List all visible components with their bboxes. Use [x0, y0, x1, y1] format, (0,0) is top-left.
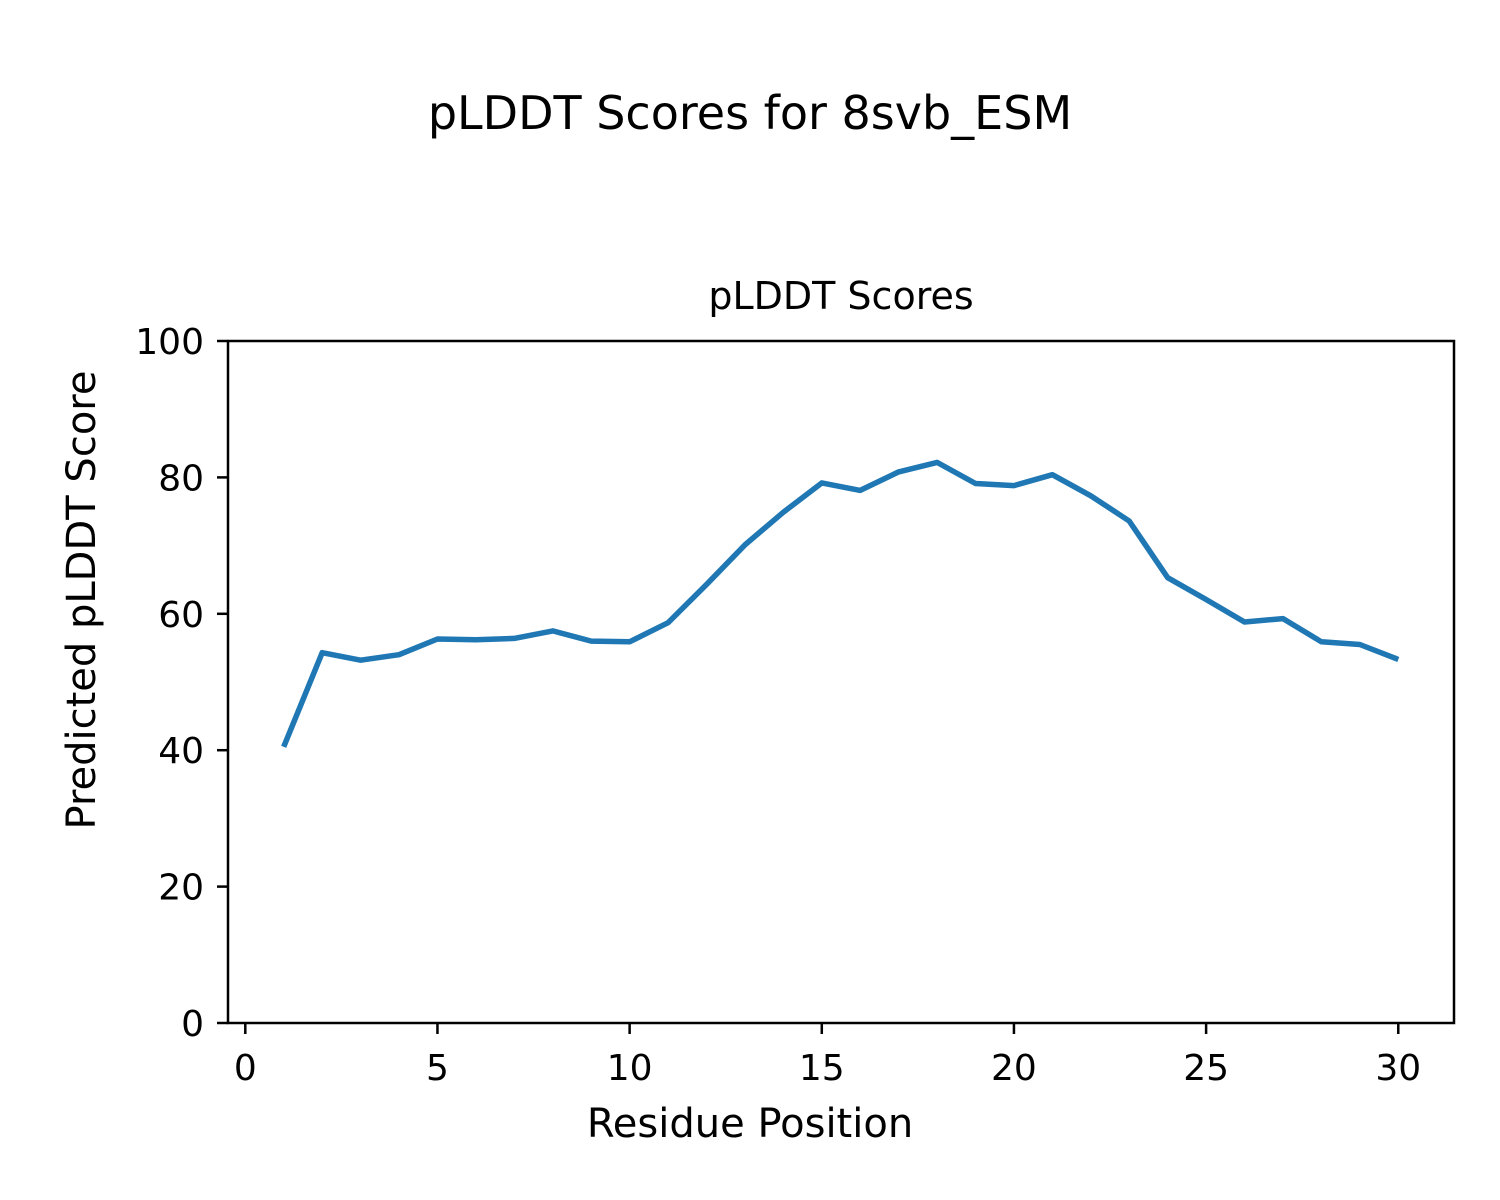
x-tick-label: 20 — [991, 1048, 1037, 1089]
x-tick-label: 5 — [426, 1048, 449, 1089]
y-tick-label: 0 — [181, 1004, 204, 1045]
axes-spines — [226, 339, 1456, 1025]
x-tick-label: 30 — [1375, 1048, 1421, 1089]
y-tick-label: 40 — [158, 731, 204, 772]
y-tick-label: 80 — [158, 458, 204, 499]
x-tick-label: 25 — [1183, 1048, 1229, 1089]
y-tick-label: 60 — [158, 595, 204, 636]
x-axis-label: Residue Position — [586, 1101, 914, 1147]
y-tick-label: 20 — [158, 868, 204, 909]
axis-tick-marks — [217, 339, 1400, 1034]
axis-tick-labels: 0 5 10 15 20 25 30 0 20 40 60 80 100 — [135, 322, 1421, 1089]
figure-title: pLDDT Scores for 8svb_ESM — [427, 86, 1073, 140]
y-tick-label: 100 — [135, 322, 204, 363]
x-tick-label: 15 — [799, 1048, 845, 1089]
x-tick-label: 10 — [607, 1048, 653, 1089]
x-tick-label: 0 — [234, 1048, 257, 1089]
plddt-line-series — [281, 459, 1400, 748]
axes-title: pLDDT Scores — [708, 274, 974, 318]
